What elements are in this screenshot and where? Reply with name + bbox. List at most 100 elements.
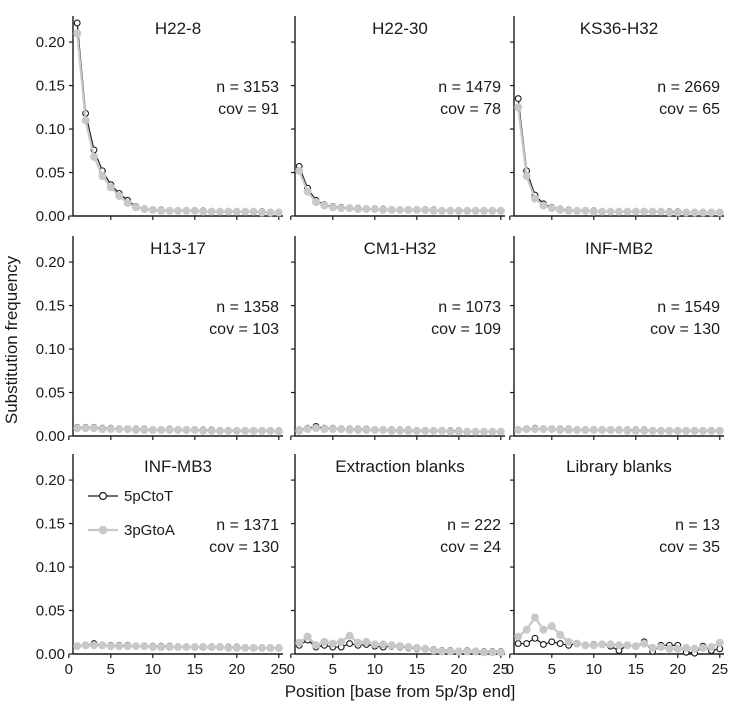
point-3pGtoA <box>673 644 682 653</box>
point-3pGtoA <box>648 426 657 435</box>
point-3pGtoA <box>241 426 250 435</box>
point-3pGtoA <box>429 206 438 215</box>
cov-label: cov = 35 <box>659 539 720 556</box>
point-3pGtoA <box>132 203 140 212</box>
point-3pGtoA <box>295 166 304 175</box>
point-3pGtoA <box>295 638 304 647</box>
point-3pGtoA <box>657 426 665 435</box>
point-3pGtoA <box>266 643 275 652</box>
point-3pGtoA <box>266 426 275 435</box>
point-3pGtoA <box>707 426 716 435</box>
point-3pGtoA <box>581 425 590 434</box>
cov-label: cov = 130 <box>209 539 279 556</box>
point-3pGtoA <box>303 425 312 434</box>
point-3pGtoA <box>379 425 388 434</box>
point-3pGtoA <box>573 639 581 648</box>
point-3pGtoA <box>328 639 337 648</box>
panel-2: H22-30 n = 1479 cov = 78 <box>290 16 505 220</box>
point-3pGtoA <box>328 425 337 434</box>
y-axis-title: Substitution frequency <box>2 255 21 424</box>
point-3pGtoA <box>547 204 556 213</box>
point-3pGtoA <box>182 643 191 652</box>
point-3pGtoA <box>589 425 598 434</box>
point-3pGtoA <box>396 642 404 651</box>
point-3pGtoA <box>707 208 716 217</box>
point-3pGtoA <box>232 426 241 435</box>
point-3pGtoA <box>241 643 250 652</box>
point-5pCtoT <box>346 640 354 648</box>
point-3pGtoA <box>182 425 191 434</box>
point-3pGtoA <box>224 426 233 435</box>
panel-title: H22-8 <box>155 19 201 38</box>
point-3pGtoA <box>438 426 446 435</box>
x-tick-label: 25 <box>270 661 287 678</box>
x-tick-label: 25 <box>711 661 728 678</box>
panel-title: Extraction blanks <box>335 457 464 476</box>
point-3pGtoA <box>539 425 548 434</box>
point-3pGtoA <box>123 198 132 207</box>
n-label: n = 222 <box>447 517 501 534</box>
y-tick-label: 0.05 <box>36 603 65 620</box>
point-3pGtoA <box>199 426 208 435</box>
point-3pGtoA <box>589 641 598 650</box>
point-3pGtoA <box>412 643 421 652</box>
point-3pGtoA <box>682 208 691 217</box>
point-3pGtoA <box>547 622 556 631</box>
point-3pGtoA <box>387 641 396 650</box>
point-3pGtoA <box>615 207 623 216</box>
point-3pGtoA <box>446 427 455 436</box>
point-3pGtoA <box>488 206 497 215</box>
point-3pGtoA <box>488 648 497 657</box>
x-tick-label: 20 <box>228 661 245 678</box>
point-3pGtoA <box>312 424 320 433</box>
point-3pGtoA <box>370 425 379 434</box>
point-3pGtoA <box>699 643 707 652</box>
point-3pGtoA <box>446 647 455 656</box>
point-3pGtoA <box>295 426 304 435</box>
y-tick-label: 0.10 <box>36 559 65 576</box>
legend-label-3pGtoA: 3pGtoA <box>124 522 175 539</box>
point-3pGtoA <box>328 203 337 212</box>
point-3pGtoA <box>140 642 149 651</box>
point-3pGtoA <box>190 643 199 652</box>
point-3pGtoA <box>73 642 82 651</box>
point-3pGtoA <box>463 427 472 436</box>
point-3pGtoA <box>140 425 149 434</box>
point-3pGtoA <box>463 647 472 656</box>
point-3pGtoA <box>174 643 182 652</box>
point-3pGtoA <box>362 425 371 434</box>
point-3pGtoA <box>132 642 140 651</box>
legend: 5pCtoT 3pGtoA <box>88 488 175 539</box>
point-3pGtoA <box>241 207 250 216</box>
point-3pGtoA <box>623 207 632 216</box>
point-3pGtoA <box>514 632 523 641</box>
point-3pGtoA <box>312 641 320 650</box>
panel-8: 0 5 10 15 20 25 Extraction blanks n = 222 cov = … <box>287 454 509 678</box>
x-tick-label: 15 <box>186 661 203 678</box>
panel-title: INF-MB3 <box>144 457 212 476</box>
point-3pGtoA <box>362 637 371 646</box>
x-tick-label: 5 <box>548 661 556 678</box>
point-3pGtoA <box>454 206 463 215</box>
cov-label: cov = 109 <box>431 321 501 338</box>
point-3pGtoA <box>598 640 607 649</box>
point-3pGtoA <box>106 425 115 434</box>
point-3pGtoA <box>657 643 665 652</box>
point-3pGtoA <box>480 648 488 657</box>
point-3pGtoA <box>337 425 346 434</box>
point-3pGtoA <box>362 205 371 214</box>
cov-label: cov = 130 <box>650 321 720 338</box>
point-3pGtoA <box>216 207 224 216</box>
point-3pGtoA <box>690 644 699 653</box>
x-tick-label: 15 <box>627 661 644 678</box>
point-3pGtoA <box>412 426 421 435</box>
point-3pGtoA <box>631 642 640 651</box>
panel-9: 0 5 10 15 20 25 Library blanks n = 13 cov = 35 <box>506 454 728 678</box>
point-3pGtoA <box>673 208 682 217</box>
x-tick-label: 25 <box>492 661 509 678</box>
point-3pGtoA <box>90 641 98 650</box>
point-3pGtoA <box>623 426 632 435</box>
point-3pGtoA <box>480 206 488 215</box>
n-label: n = 1073 <box>438 299 501 316</box>
